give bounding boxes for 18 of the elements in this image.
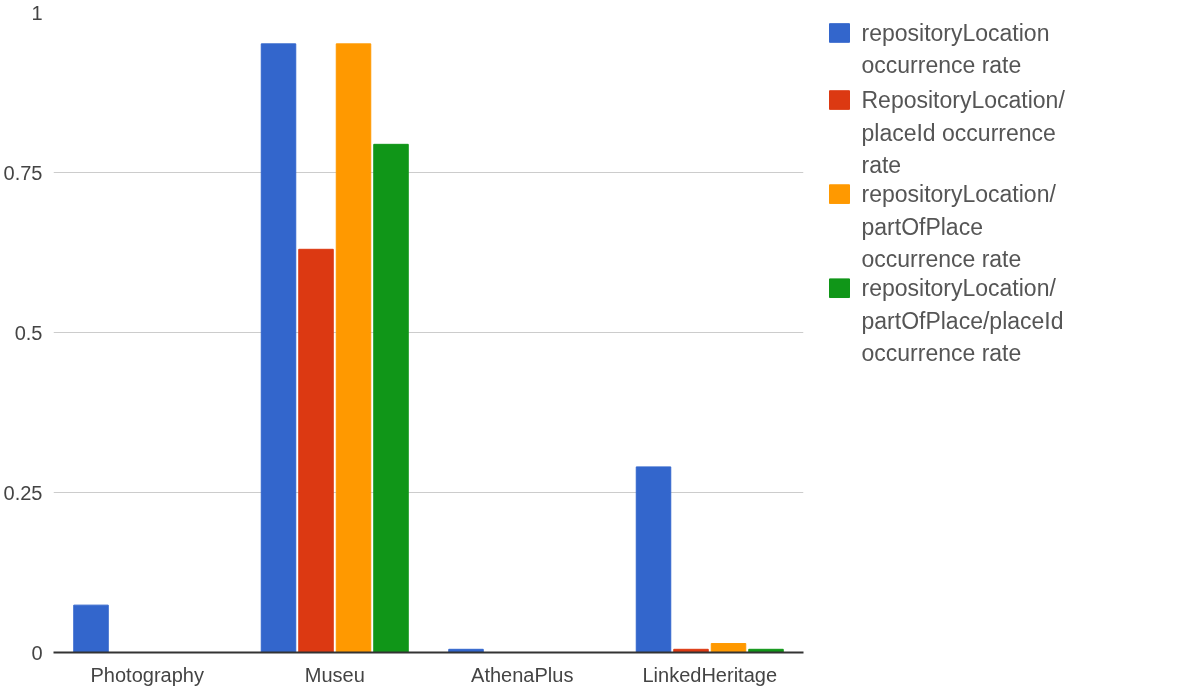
bar — [335, 43, 372, 653]
x-tick-label: Museu — [304, 663, 365, 686]
y-tick-label: 0 — [31, 641, 43, 664]
bar — [710, 643, 747, 653]
y-tick-label: 0.75 — [3, 161, 43, 184]
bar — [635, 466, 672, 653]
x-tick-label: Photography — [90, 663, 204, 686]
bar — [298, 248, 334, 653]
legend-label: repositoryLocation/partOfPlace/placeId occurrence rate — [861, 275, 1064, 367]
y-tick-label: 0.5 — [14, 321, 43, 344]
legend-label: repositoryLocation occurrence rate — [861, 19, 1050, 79]
y-tick-label: 1 — [31, 1, 43, 24]
y-tick-label: 0.25 — [3, 481, 43, 504]
bar — [73, 604, 109, 653]
bar — [260, 43, 297, 653]
bar — [373, 143, 409, 653]
x-tick-label: LinkedHeritage — [642, 663, 778, 686]
x-tick-label: AthenaPlus — [471, 663, 574, 686]
